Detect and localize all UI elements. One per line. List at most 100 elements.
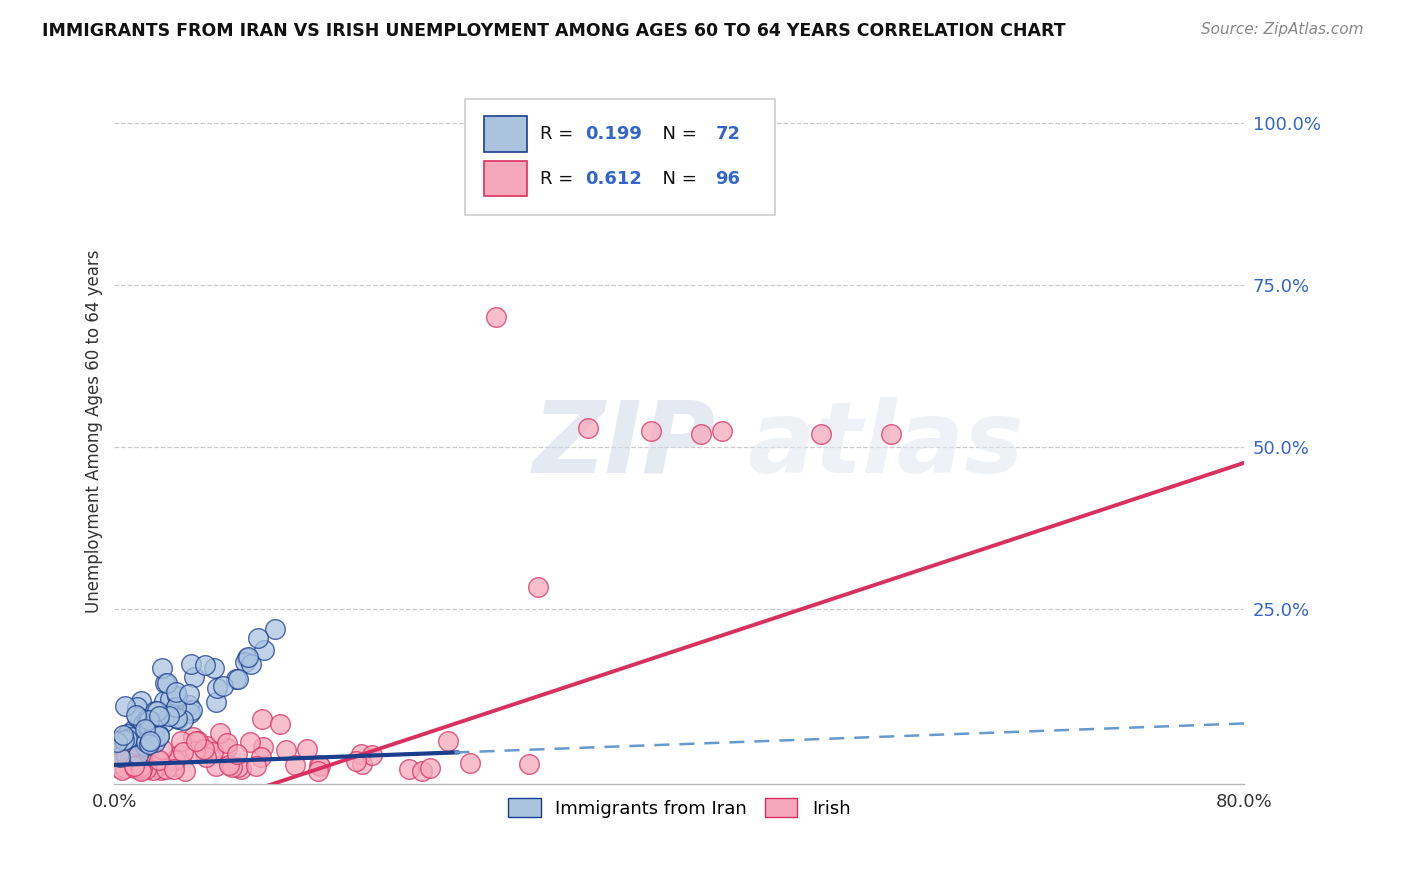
Point [195,750,218,764]
Point [134,722,156,736]
Point [115,727,138,741]
Point [138,720,160,734]
Point [150,661,173,675]
Point [131,749,153,764]
Point [135,763,157,777]
Point [139,734,162,748]
Point [136,715,159,730]
Bar [484,161,527,196]
Text: Source: ZipAtlas.com: Source: ZipAtlas.com [1201,22,1364,37]
Point [307,764,329,779]
Point [143,727,166,741]
Point [308,758,330,772]
Point [352,757,374,772]
Point [108,749,131,764]
Point [131,758,153,772]
Point [128,760,150,774]
Point [284,757,307,772]
Point [576,420,599,434]
Point [253,643,276,657]
Point [156,676,179,690]
Point [179,706,201,720]
Point [132,745,155,759]
Point [163,753,186,767]
Point [110,732,132,747]
Point [155,762,177,776]
Point [141,737,163,751]
Point [485,310,508,325]
Point [138,713,160,727]
Point [173,702,195,716]
Point [205,681,228,695]
Point [125,738,148,752]
Point [157,709,180,723]
Point [186,733,208,747]
Text: 0.612: 0.612 [586,169,643,187]
Point [148,755,170,769]
Point [226,672,249,686]
Point [155,675,177,690]
Point [195,739,218,753]
Point [226,747,249,762]
Point [105,735,128,749]
Point [114,731,136,745]
Point [172,745,194,759]
Point [411,764,433,779]
Point [153,715,176,730]
Point [295,742,318,756]
Point [118,732,141,747]
Point [194,658,217,673]
Point [114,748,136,763]
Text: R =: R = [540,169,579,187]
Point [118,742,141,756]
Point [215,740,238,755]
Point [115,732,138,747]
Point [143,704,166,718]
Point [810,427,832,442]
Point [135,735,157,749]
Point [114,699,136,714]
Point [145,735,167,749]
Point [110,761,132,775]
Point [132,716,155,731]
Point [163,762,186,776]
Point [129,712,152,726]
Point [689,427,711,442]
Point [124,760,146,774]
Point [114,761,136,775]
Point [264,622,287,636]
Point [221,759,243,773]
Point [122,759,145,773]
Point [209,725,232,739]
Point [138,740,160,755]
Point [165,699,187,714]
Text: 72: 72 [716,125,741,143]
Point [724,116,747,130]
Legend: Immigrants from Iran, Irish: Immigrants from Iran, Irish [501,791,858,825]
Point [167,747,190,762]
Point [165,684,187,698]
Point [398,763,420,777]
Point [250,712,273,726]
Point [167,712,190,726]
Point [148,709,170,723]
Text: 96: 96 [716,169,741,187]
Point [148,753,170,767]
Text: N =: N = [651,125,703,143]
Point [308,759,330,773]
Point [239,735,262,749]
Point [138,737,160,751]
Point [125,710,148,724]
Point [731,116,754,130]
Point [184,744,207,758]
Bar [484,116,527,152]
Point [217,735,239,749]
Point [112,728,135,742]
Point [201,745,224,759]
Point [139,733,162,747]
Point [145,760,167,774]
Point [125,708,148,723]
Point [129,764,152,778]
Point [205,759,228,773]
Point [111,763,134,777]
